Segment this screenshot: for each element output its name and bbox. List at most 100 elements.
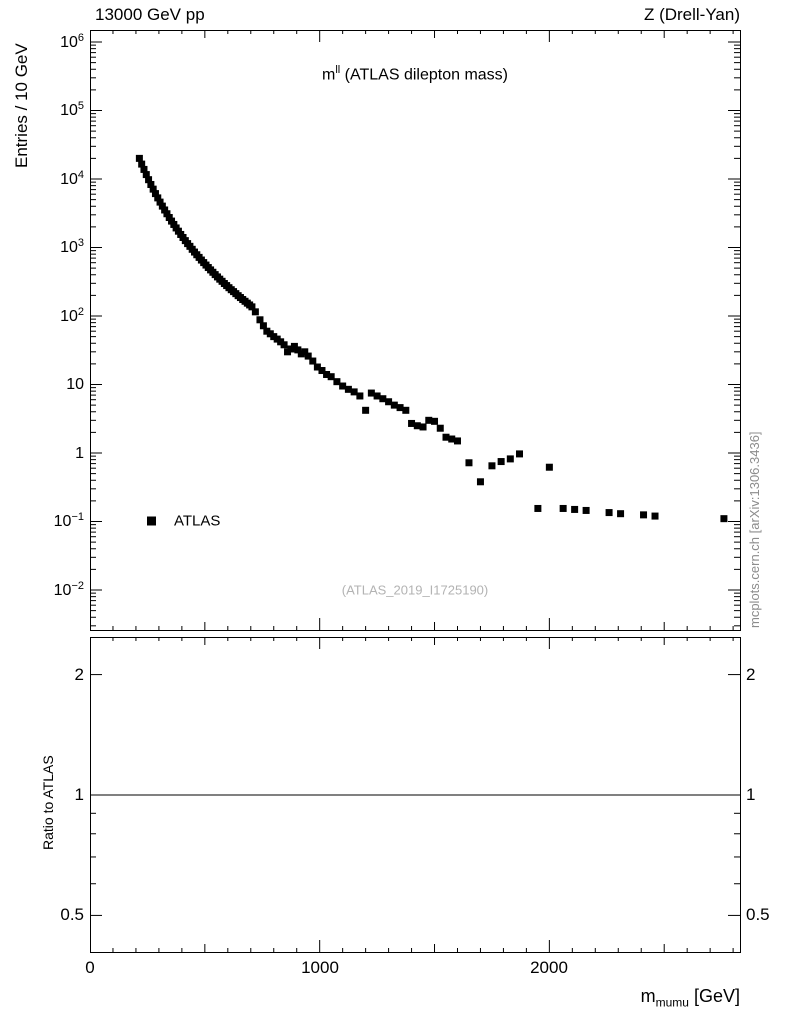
ratio-y-axis-title: Ratio to ATLAS bbox=[40, 755, 56, 850]
data-point-marker bbox=[379, 395, 387, 403]
data-point-marker bbox=[248, 303, 256, 311]
y-tick-label-1e6: 106 bbox=[60, 31, 84, 52]
data-point-marker bbox=[465, 459, 473, 467]
data-point-marker bbox=[453, 437, 461, 445]
y-tick-label-1: 1 bbox=[75, 445, 84, 463]
data-point-marker bbox=[333, 378, 341, 386]
data-point-marker bbox=[640, 511, 648, 519]
data-point-marker bbox=[516, 450, 524, 458]
data-point-marker bbox=[323, 370, 331, 378]
data-point-marker bbox=[259, 322, 267, 330]
plot-title-base: m bbox=[322, 66, 336, 84]
data-point-marker bbox=[161, 206, 169, 214]
beam-energy-label: 13000 GeV pp bbox=[95, 5, 205, 24]
filled-square-marker-icon bbox=[147, 516, 156, 526]
data-point-marker bbox=[408, 419, 416, 427]
data-point-marker bbox=[135, 154, 143, 162]
data-point-marker bbox=[431, 417, 439, 425]
y-tick-label-1e2: 102 bbox=[60, 305, 84, 326]
data-point-marker bbox=[385, 398, 393, 406]
data-point-marker bbox=[367, 389, 375, 397]
data-point-marker bbox=[339, 382, 347, 390]
x-axis-title-subscript: mumu bbox=[655, 995, 689, 1010]
analysis-id-watermark: (ATLAS_2019_I1725190) bbox=[341, 582, 489, 598]
y-tick-label-10: 10 bbox=[66, 376, 84, 394]
data-point-marker bbox=[140, 165, 148, 173]
data-point-marker bbox=[448, 435, 456, 443]
data-point-marker bbox=[497, 458, 505, 466]
data-point-marker bbox=[165, 214, 173, 222]
plot-title: mll (ATLAS dilepton mass) bbox=[322, 64, 508, 84]
data-point-marker bbox=[154, 194, 162, 202]
ratio-tick-label-left-1: 1 bbox=[74, 785, 84, 804]
data-point-marker bbox=[651, 512, 659, 520]
data-point-marker bbox=[327, 373, 335, 381]
legend: ATLAS bbox=[147, 513, 220, 530]
data-point-marker bbox=[163, 210, 171, 218]
y-tick-label-1e-1: 10−1 bbox=[53, 510, 84, 531]
process-label: Z (Drell-Yan) bbox=[643, 5, 740, 24]
data-point-marker bbox=[534, 504, 542, 512]
x-tick-label-2000: 2000 bbox=[530, 958, 568, 977]
data-point-marker bbox=[442, 433, 450, 441]
ratio-tick-label-left-2: 2 bbox=[74, 665, 84, 684]
data-point-marker bbox=[350, 388, 358, 396]
data-point-marker bbox=[318, 367, 326, 375]
x-tick-label-1000: 1000 bbox=[301, 958, 339, 977]
data-point-marker bbox=[304, 352, 312, 360]
data-point-marker bbox=[605, 509, 613, 517]
main-panel-frame bbox=[90, 30, 741, 631]
x-axis-title: mmumu [GeV] bbox=[641, 986, 740, 1010]
y-tick-label-1e4: 104 bbox=[60, 168, 84, 189]
data-point-marker bbox=[301, 348, 309, 356]
data-point-marker bbox=[396, 404, 404, 412]
data-point-marker bbox=[506, 455, 514, 463]
data-point-marker bbox=[425, 416, 433, 424]
data-point-marker bbox=[402, 406, 410, 414]
x-axis-title-base: m bbox=[640, 986, 656, 1006]
y-tick-label-1e-2: 10−2 bbox=[53, 579, 84, 600]
data-point-marker bbox=[251, 308, 259, 316]
data-point-marker bbox=[344, 385, 352, 393]
data-point-marker bbox=[294, 346, 302, 354]
data-point-marker bbox=[720, 515, 728, 523]
y-axis-title: Entries / 10 GeV bbox=[12, 43, 31, 168]
data-point-marker bbox=[290, 342, 298, 350]
data-point-marker bbox=[147, 181, 155, 189]
ratio-tick-label-right-05: 0.5 bbox=[746, 905, 770, 924]
legend-label: ATLAS bbox=[174, 512, 221, 530]
data-point-marker bbox=[488, 462, 496, 470]
ratio-tick-label-right-1: 1 bbox=[746, 785, 756, 804]
data-point-marker bbox=[142, 171, 150, 179]
y-tick-label-1e3: 103 bbox=[60, 236, 84, 257]
data-point-marker bbox=[373, 392, 381, 400]
x-axis-title-rest: [GeV] bbox=[688, 986, 740, 1006]
data-point-marker bbox=[390, 401, 398, 409]
data-point-marker bbox=[158, 202, 166, 210]
data-point-marker bbox=[436, 424, 444, 432]
data-point-marker bbox=[617, 510, 625, 518]
ratio-tick-label-right-2: 2 bbox=[746, 665, 756, 684]
data-point-marker bbox=[149, 185, 157, 193]
data-point-marker bbox=[138, 160, 146, 168]
data-point-marker bbox=[313, 363, 321, 371]
data-point-marker bbox=[356, 392, 364, 400]
y-tick-label-1e5: 105 bbox=[60, 99, 84, 120]
mcplots-watermark: mcplots.cern.ch [arXiv:1306.3436] bbox=[747, 431, 762, 628]
data-point-marker bbox=[413, 422, 421, 430]
ratio-tick-label-left-05: 0.5 bbox=[60, 905, 84, 924]
data-point-marker bbox=[280, 341, 288, 349]
data-point-marker bbox=[582, 506, 590, 514]
data-point-marker bbox=[362, 406, 370, 414]
data-point-marker bbox=[145, 176, 153, 184]
data-point-marker bbox=[419, 423, 427, 431]
data-point-marker bbox=[545, 463, 553, 471]
data-point-marker bbox=[571, 505, 579, 513]
data-point-marker bbox=[156, 198, 164, 206]
data-point-marker bbox=[476, 478, 484, 486]
plot-title-superscript: ll bbox=[335, 64, 341, 76]
data-point-marker bbox=[559, 504, 567, 512]
x-tick-label-0: 0 bbox=[85, 958, 95, 977]
